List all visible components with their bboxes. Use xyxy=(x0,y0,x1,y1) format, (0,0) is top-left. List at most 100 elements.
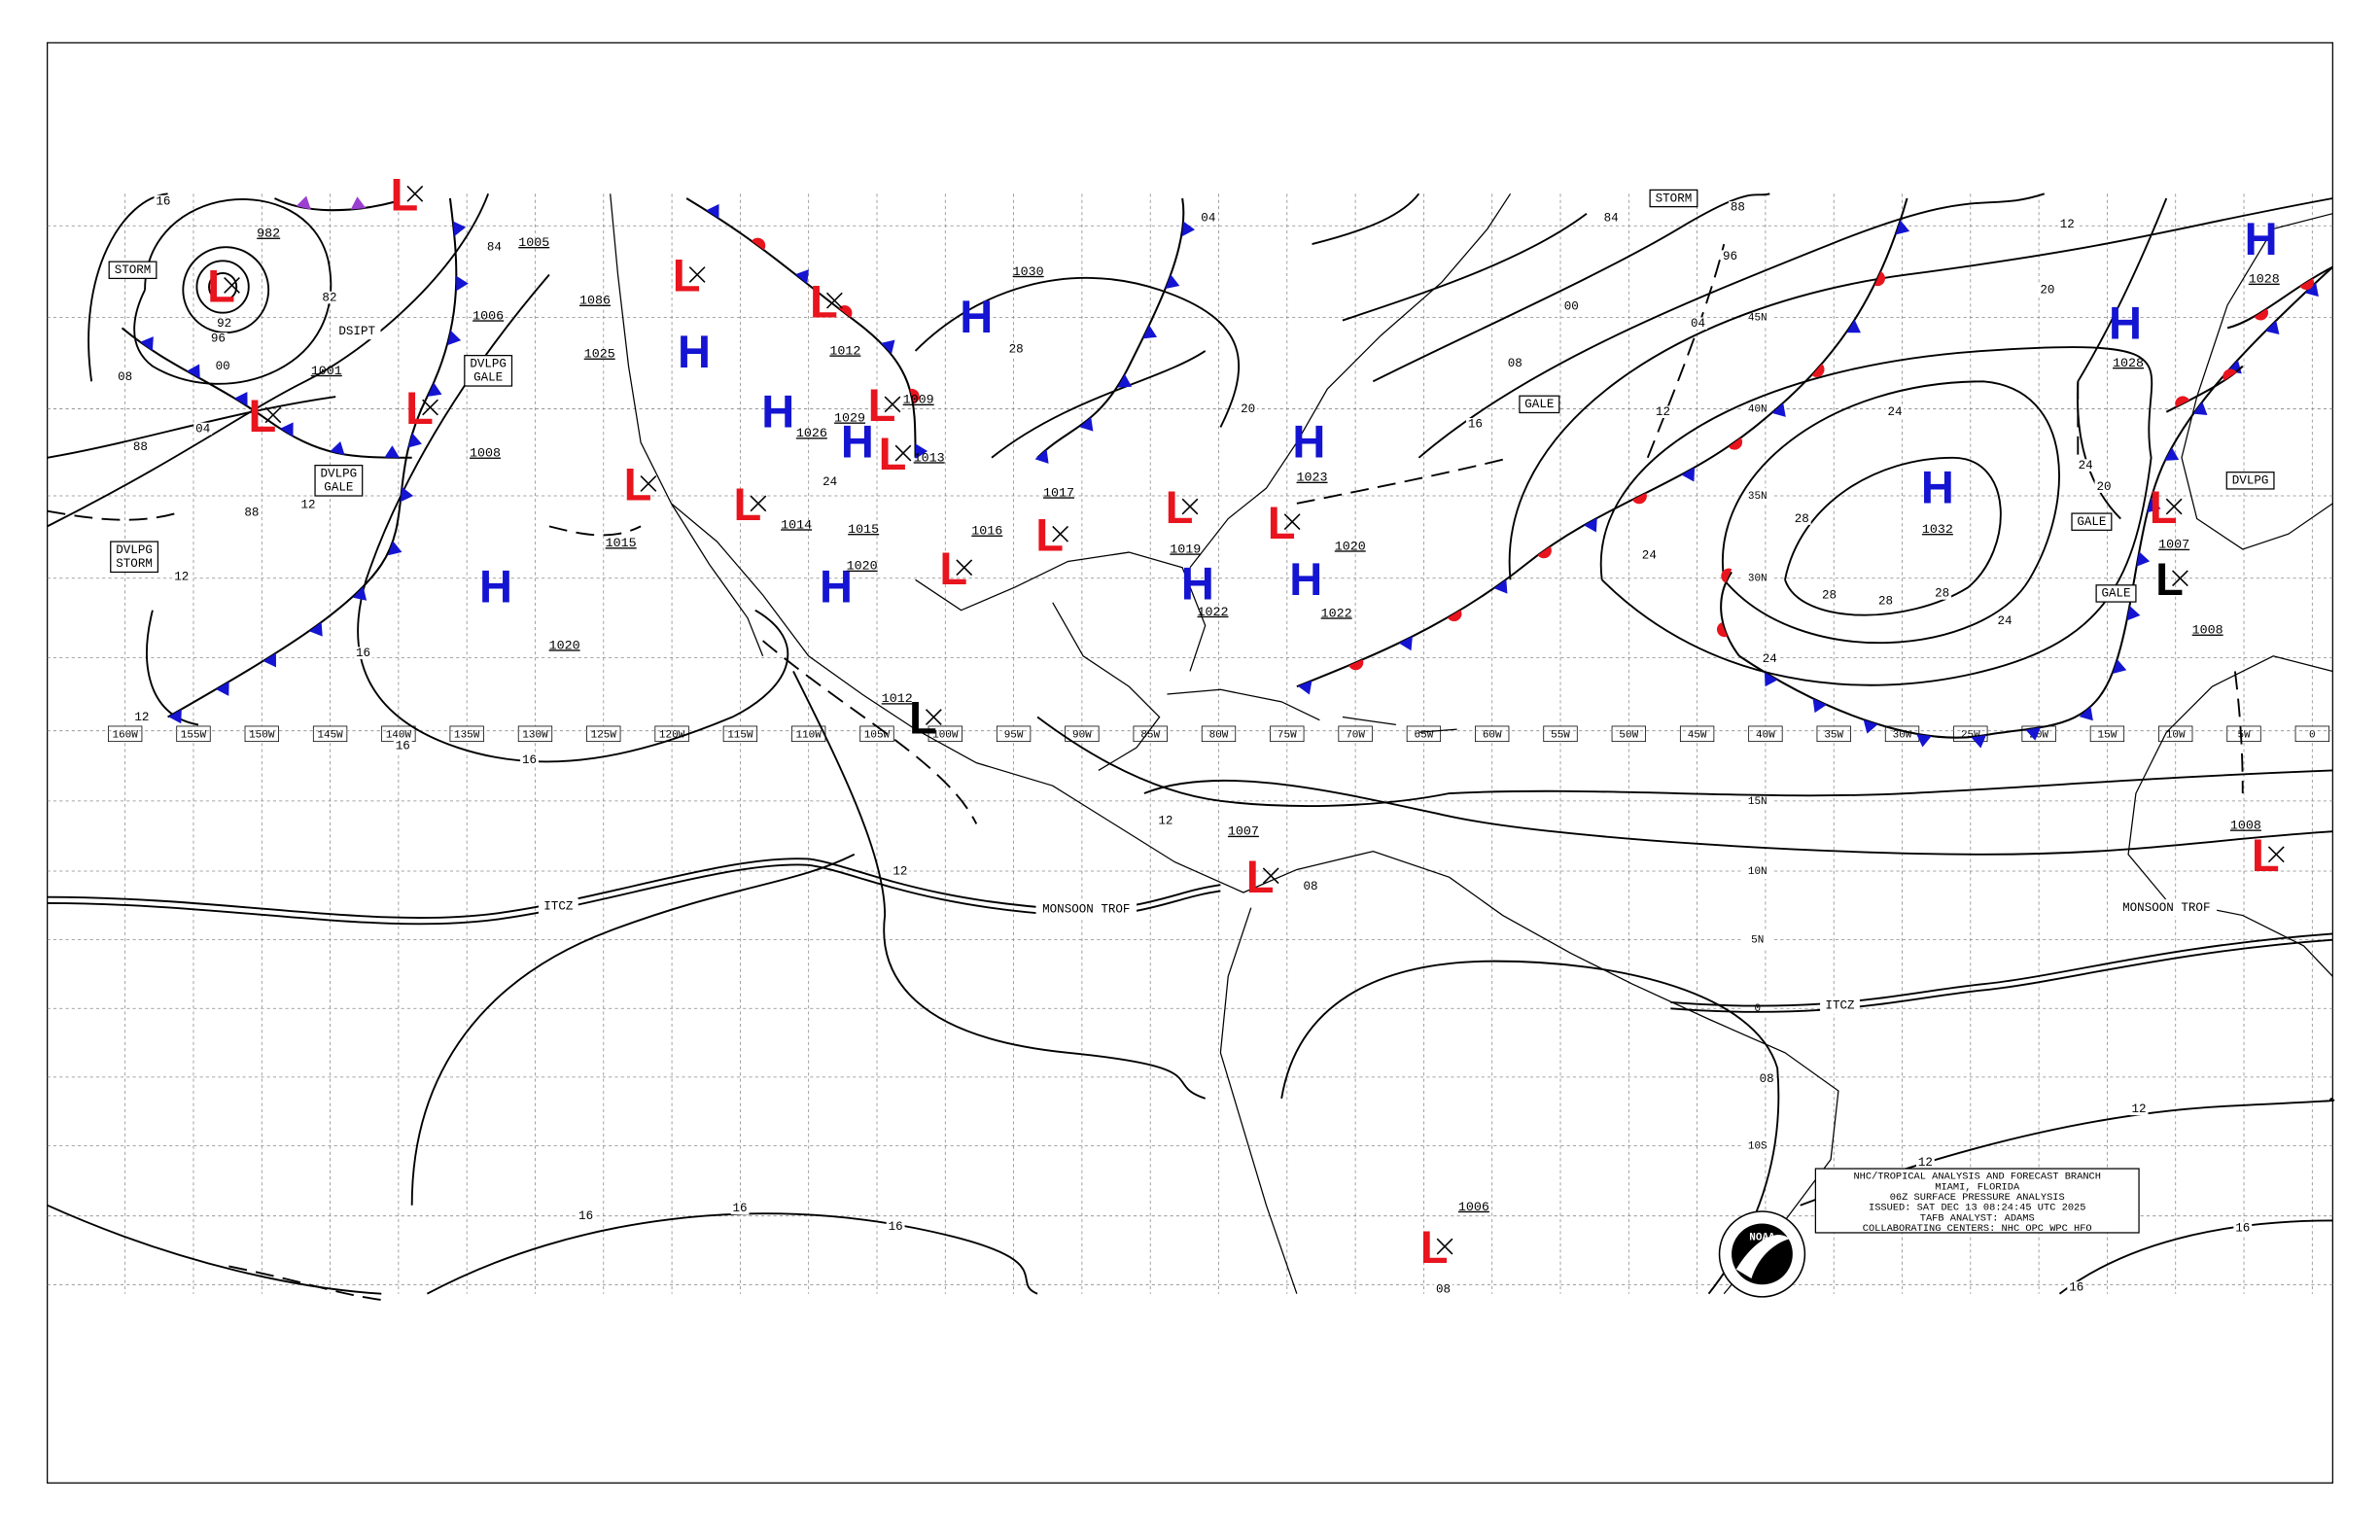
longitude-label: 150W xyxy=(249,730,275,742)
longitude-label: 135W xyxy=(454,730,480,742)
longitude-label: 40W xyxy=(1756,730,1775,742)
lon-label-box xyxy=(1338,725,1373,743)
isobar xyxy=(357,273,789,763)
isobar xyxy=(1372,192,2046,459)
isobar-label: 24 xyxy=(1642,549,1657,563)
isobar xyxy=(47,1204,1038,1295)
isobar-label-bg xyxy=(1760,652,1779,666)
title-lines: NHC/TROPICAL ANALYSIS AND FORECAST BRANC… xyxy=(1853,1172,2101,1235)
isobar-label: 00 xyxy=(216,360,230,373)
cold-front-symbol xyxy=(1916,734,1932,748)
logo-text: NOAA xyxy=(1749,1233,1775,1244)
lon-label-box xyxy=(1679,725,1715,743)
isobar-label-bg xyxy=(2057,218,2077,230)
longitude-label: 35W xyxy=(1824,730,1843,742)
pressure-value: 1030 xyxy=(1013,265,1044,280)
lat-label-box xyxy=(1742,931,1773,948)
pressure-value: 1028 xyxy=(2113,357,2144,371)
lon-label-box xyxy=(2294,725,2329,743)
isobar-label-bg xyxy=(1434,1282,1452,1296)
feature-label: STORM xyxy=(115,263,152,277)
cold-front-symbol xyxy=(794,269,809,284)
warm-front-symbol xyxy=(752,237,766,251)
isobar-label: 96 xyxy=(1723,250,1737,263)
center-x xyxy=(1052,525,1069,542)
isobar-label: 28 xyxy=(1935,587,1949,601)
noaa-logo: NOAA xyxy=(1718,1210,1806,1298)
isobar-label-bg xyxy=(130,440,150,454)
isobar-label-bg xyxy=(1820,588,1838,602)
cold-front-symbol xyxy=(1863,719,1878,734)
lat-label-box xyxy=(1742,1138,1773,1154)
isobar-label-bg xyxy=(1933,587,1952,600)
latitude-label: 0 xyxy=(1754,1003,1761,1015)
isobar-label: 24 xyxy=(822,475,837,489)
cold-front-symbol xyxy=(1034,449,1049,464)
frame xyxy=(47,42,2333,1484)
isobar-label: 16 xyxy=(578,1209,593,1223)
isobar-label-bg xyxy=(1689,317,1707,330)
lon-label-box xyxy=(312,725,348,743)
pressure-value: 1028 xyxy=(2249,273,2280,288)
isobar-label-bg xyxy=(172,570,192,583)
lon-label-box xyxy=(2226,725,2261,743)
isobar-label: 16 xyxy=(2069,1281,2083,1295)
pressure-value: 1008 xyxy=(2230,819,2261,833)
cold-front-symbol xyxy=(2147,498,2161,513)
cold-front-symbol xyxy=(2265,320,2280,335)
isobar-label: 08 xyxy=(1436,1282,1451,1296)
isobar-label: 92 xyxy=(217,317,231,331)
pressure-value: 1001 xyxy=(311,365,342,379)
center-x xyxy=(1181,498,1199,515)
front-line xyxy=(1036,197,1185,459)
coastline xyxy=(2127,213,2333,977)
isobar-label: 04 xyxy=(1201,212,1215,226)
longitude-label: 160W xyxy=(113,730,139,742)
isobar xyxy=(1508,197,2333,580)
isobar-label: 20 xyxy=(2096,480,2111,494)
lat-label-box xyxy=(1742,401,1773,417)
lon-label-box xyxy=(1475,725,1510,743)
feature-box xyxy=(2225,472,2275,490)
cold-front-symbol xyxy=(1971,734,1987,749)
warm-front-symbol xyxy=(1728,438,1743,450)
lon-label-box xyxy=(449,725,484,743)
feature-label: DVLPG xyxy=(116,543,153,557)
pressure-center-symbol: H xyxy=(761,385,794,437)
front-line xyxy=(2165,265,2333,413)
cold-front-symbol xyxy=(1079,417,1094,432)
warm-front-symbol xyxy=(2299,278,2315,291)
center-x xyxy=(884,396,901,413)
isobar-label-bg xyxy=(1995,614,2014,627)
pressure-center-symbol: H xyxy=(820,561,853,612)
feature-box xyxy=(314,464,364,497)
cold-front-symbol xyxy=(2079,706,2093,721)
isobar-label-bg xyxy=(520,753,539,766)
lat-label-box xyxy=(1742,488,1773,504)
isobar-label-bg xyxy=(1561,300,1581,313)
longitude-label: 55W xyxy=(1551,730,1570,742)
longitude-label: 10W xyxy=(2166,730,2186,742)
feature-box xyxy=(2095,584,2137,603)
isobar-label: 84 xyxy=(1604,212,1619,226)
isobar-label-bg xyxy=(1885,405,1905,418)
coastline xyxy=(915,192,1512,672)
cold-front-symbol xyxy=(187,364,200,379)
feature-label: DVLPG xyxy=(321,468,358,481)
center-x xyxy=(1262,867,1279,885)
lon-label-box xyxy=(176,725,211,743)
longitude-label: 5W xyxy=(2237,730,2251,742)
feature-label: DSIPT xyxy=(338,325,375,338)
feature-box xyxy=(1649,189,1698,208)
isobar-label-bg xyxy=(1639,548,1659,562)
center-x xyxy=(1436,1238,1453,1255)
isobar-label: 08 xyxy=(1303,880,1317,893)
pressure-value: 1008 xyxy=(2192,624,2223,639)
lon-label-box xyxy=(2158,725,2193,743)
cold-front-symbol xyxy=(2136,551,2151,567)
isobar-label: 24 xyxy=(1997,614,2012,628)
cold-front-symbol xyxy=(407,433,422,448)
feature-label: STORM xyxy=(116,557,153,571)
center-x xyxy=(1283,513,1301,531)
lon-label-box xyxy=(1748,725,1783,743)
